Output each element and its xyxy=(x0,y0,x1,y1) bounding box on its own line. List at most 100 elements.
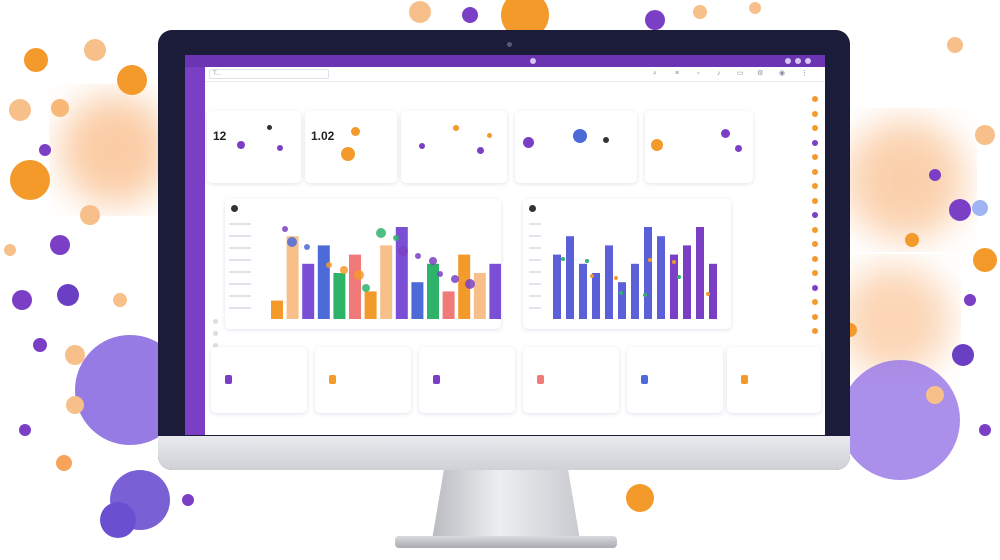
bar[interactable] xyxy=(473,273,486,319)
axis-label xyxy=(229,295,251,297)
kpi-card-4[interactable] xyxy=(515,111,637,183)
bar[interactable] xyxy=(364,291,377,319)
pager-dot[interactable] xyxy=(213,343,218,348)
stat-card-1[interactable] xyxy=(211,347,307,413)
side-list-item[interactable] xyxy=(760,298,818,308)
bar[interactable] xyxy=(605,245,613,319)
bar[interactable] xyxy=(592,273,600,319)
bar[interactable] xyxy=(380,245,393,319)
data-point[interactable] xyxy=(415,253,421,259)
data-point[interactable] xyxy=(429,257,437,265)
bar[interactable] xyxy=(317,245,330,319)
data-point[interactable] xyxy=(287,237,297,247)
calendar-icon[interactable]: ▫ xyxy=(697,70,700,77)
side-list-item[interactable] xyxy=(760,153,818,163)
data-point[interactable] xyxy=(393,235,399,241)
bar[interactable] xyxy=(683,245,691,319)
menu-icon[interactable]: ⋮ xyxy=(801,70,808,77)
data-point[interactable] xyxy=(561,257,565,261)
data-point[interactable] xyxy=(677,275,681,279)
side-list-item[interactable] xyxy=(760,313,818,323)
side-list-item[interactable] xyxy=(760,226,818,236)
side-list-item[interactable] xyxy=(760,197,818,207)
data-point[interactable] xyxy=(614,276,618,280)
maximize-icon[interactable] xyxy=(795,58,801,64)
chat-icon[interactable]: ▭ xyxy=(737,70,744,77)
data-point[interactable] xyxy=(376,228,386,238)
kpi-card-1[interactable]: 12 xyxy=(207,111,301,183)
bar[interactable] xyxy=(302,263,315,319)
search-input[interactable]: T... xyxy=(209,69,329,79)
bar[interactable] xyxy=(566,236,574,319)
data-point[interactable] xyxy=(304,244,310,250)
data-point[interactable] xyxy=(590,274,594,278)
side-list-item[interactable] xyxy=(760,269,818,279)
bar[interactable] xyxy=(271,300,283,319)
data-point[interactable] xyxy=(643,293,647,297)
data-point[interactable] xyxy=(354,270,364,280)
bar[interactable] xyxy=(709,263,717,319)
bar[interactable] xyxy=(333,273,346,319)
bar[interactable] xyxy=(427,263,439,319)
side-list-item[interactable] xyxy=(760,284,818,294)
stat-card-2[interactable] xyxy=(315,347,411,413)
kpi-card-3[interactable] xyxy=(401,111,507,183)
bell-icon[interactable]: ♪ xyxy=(717,70,721,77)
bar[interactable] xyxy=(618,282,626,319)
data-point[interactable] xyxy=(437,271,443,277)
data-point[interactable] xyxy=(672,260,676,264)
bar[interactable] xyxy=(553,254,561,319)
side-list-item[interactable] xyxy=(760,182,818,192)
side-list-item[interactable] xyxy=(760,211,818,221)
side-list-item[interactable] xyxy=(760,139,818,149)
data-point[interactable] xyxy=(465,279,475,289)
bell-icon[interactable] xyxy=(530,58,536,64)
bar[interactable] xyxy=(411,282,424,319)
data-point[interactable] xyxy=(585,259,589,263)
data-point[interactable] xyxy=(282,226,288,232)
bar[interactable] xyxy=(670,254,678,319)
data-point[interactable] xyxy=(340,266,348,274)
search-icon[interactable]: ⌕ xyxy=(653,70,657,77)
bar[interactable] xyxy=(644,227,652,319)
minimize-icon[interactable] xyxy=(785,58,791,64)
pager-dot[interactable] xyxy=(213,331,218,336)
stat-card-4[interactable] xyxy=(523,347,619,413)
bar[interactable] xyxy=(657,236,665,319)
stat-card-3[interactable] xyxy=(419,347,515,413)
bar[interactable] xyxy=(579,263,587,319)
data-point[interactable] xyxy=(648,258,652,262)
side-list-item[interactable] xyxy=(760,327,818,337)
side-list-item[interactable] xyxy=(760,240,818,250)
filter-icon[interactable]: ≡ xyxy=(675,70,680,77)
bar[interactable] xyxy=(286,236,299,319)
side-list-item[interactable] xyxy=(760,168,818,178)
kpi-card-2[interactable]: 1.02 xyxy=(305,111,397,183)
bar[interactable] xyxy=(631,263,639,319)
data-point[interactable] xyxy=(619,291,623,295)
data-point[interactable] xyxy=(362,284,370,292)
side-list-item[interactable] xyxy=(760,95,818,105)
data-point[interactable] xyxy=(318,248,326,256)
kpi-card-5[interactable] xyxy=(645,111,753,183)
side-list-item[interactable] xyxy=(760,110,818,120)
bar[interactable] xyxy=(696,227,704,319)
side-list-item[interactable] xyxy=(760,255,818,265)
bar[interactable] xyxy=(458,254,471,319)
stat-card-5[interactable] xyxy=(627,347,723,413)
bar[interactable] xyxy=(395,227,408,319)
data-point[interactable] xyxy=(326,262,332,268)
pager-dot[interactable] xyxy=(213,319,218,324)
close-icon[interactable] xyxy=(805,58,811,64)
data-point[interactable] xyxy=(451,275,459,283)
stat-card-6[interactable] xyxy=(727,347,821,413)
bar[interactable] xyxy=(349,254,361,319)
bar[interactable] xyxy=(489,263,501,319)
stat-icon xyxy=(433,375,440,384)
user-icon[interactable]: ◉ xyxy=(779,70,786,77)
settings-icon[interactable]: ⚙ xyxy=(757,70,764,77)
data-point[interactable] xyxy=(398,246,408,256)
data-point[interactable] xyxy=(706,292,710,296)
side-list-item[interactable] xyxy=(760,124,818,134)
bar[interactable] xyxy=(442,291,455,319)
